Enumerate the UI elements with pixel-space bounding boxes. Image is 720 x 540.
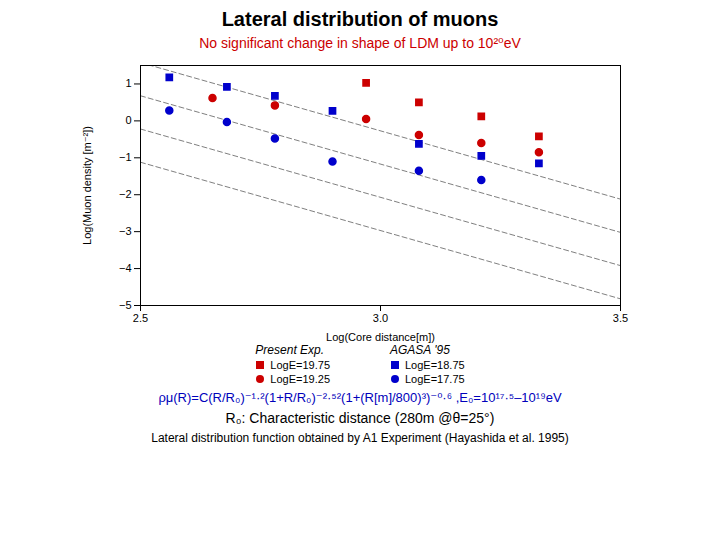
html-text:LogE=18.75: LogE=18.75 xyxy=(405,359,465,371)
svg-text:−1: −1 xyxy=(119,151,132,163)
svg-text:−2: −2 xyxy=(119,188,132,200)
svg-text:−3: −3 xyxy=(119,225,132,237)
svg-text:0: 0 xyxy=(125,114,131,126)
svg-text:3.5: 3.5 xyxy=(613,312,628,324)
svg-text:Log(Muon density [m⁻²]): Log(Muon density [m⁻²]) xyxy=(81,126,93,245)
html-text:LogE=19.75: LogE=19.75 xyxy=(270,359,330,371)
svg-text:Log(Core distance[m]): Log(Core distance[m]) xyxy=(326,331,435,343)
svg-text:−4: −4 xyxy=(119,262,132,274)
html-text:No significant change in shape: No significant change in shape of LDM up… xyxy=(199,35,521,51)
svg-text:−5: −5 xyxy=(119,299,132,311)
html-text:ρμ(R)=C(R/R₀)⁻¹·²(1+R/R₀)⁻²·⁵²: ρμ(R)=C(R/R₀)⁻¹·²(1+R/R₀)⁻²·⁵²(1+(R[m]/8… xyxy=(158,390,562,405)
svg-text:3.0: 3.0 xyxy=(373,312,388,324)
html-text:Lateral distribution function: Lateral distribution function obtained b… xyxy=(151,431,569,445)
html-text:LogE=19.25: LogE=19.25 xyxy=(270,373,330,385)
svg-text:1: 1 xyxy=(125,77,131,89)
html-text:LogE=17.75: LogE=17.75 xyxy=(405,373,465,385)
svg-text:2.5: 2.5 xyxy=(133,312,148,324)
html-text:Lateral distribution of muons: Lateral distribution of muons xyxy=(221,8,499,30)
html-text:R₀: Characteristic distance (2: R₀: Characteristic distance (280m @θ=25°… xyxy=(225,410,495,426)
html-text:Present Exp.: Present Exp. xyxy=(255,343,325,357)
html-text:AGASA '95: AGASA '95 xyxy=(390,343,450,357)
